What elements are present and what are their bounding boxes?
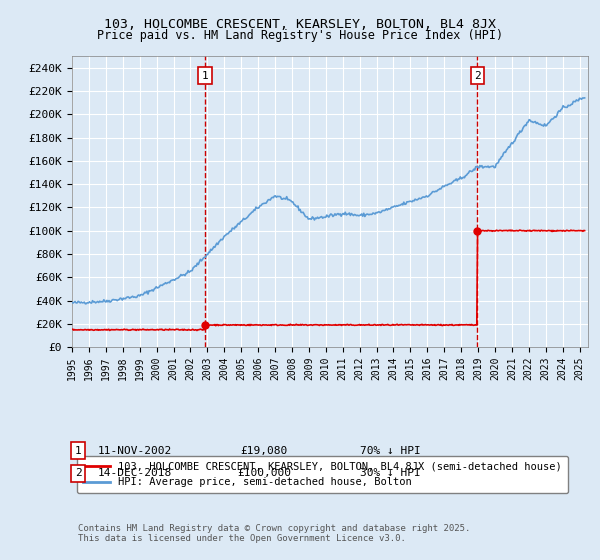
Text: 103, HOLCOMBE CRESCENT, KEARSLEY, BOLTON, BL4 8JX: 103, HOLCOMBE CRESCENT, KEARSLEY, BOLTON… [104, 18, 496, 31]
Legend: 103, HOLCOMBE CRESCENT, KEARSLEY, BOLTON, BL4 8JX (semi-detached house), HPI: Av: 103, HOLCOMBE CRESCENT, KEARSLEY, BOLTON… [77, 456, 568, 493]
Text: £19,080: £19,080 [241, 446, 287, 456]
Text: 14-DEC-2018: 14-DEC-2018 [98, 468, 172, 478]
Text: Price paid vs. HM Land Registry's House Price Index (HPI): Price paid vs. HM Land Registry's House … [97, 29, 503, 42]
Text: 11-NOV-2002: 11-NOV-2002 [98, 446, 172, 456]
Text: 2: 2 [74, 468, 82, 478]
Text: £100,000: £100,000 [237, 468, 291, 478]
Text: 2: 2 [474, 71, 481, 81]
Text: 1: 1 [202, 71, 209, 81]
Text: Contains HM Land Registry data © Crown copyright and database right 2025.
This d: Contains HM Land Registry data © Crown c… [78, 524, 470, 543]
Text: 30% ↓ HPI: 30% ↓ HPI [359, 468, 421, 478]
Text: 1: 1 [74, 446, 82, 456]
Text: 70% ↓ HPI: 70% ↓ HPI [359, 446, 421, 456]
